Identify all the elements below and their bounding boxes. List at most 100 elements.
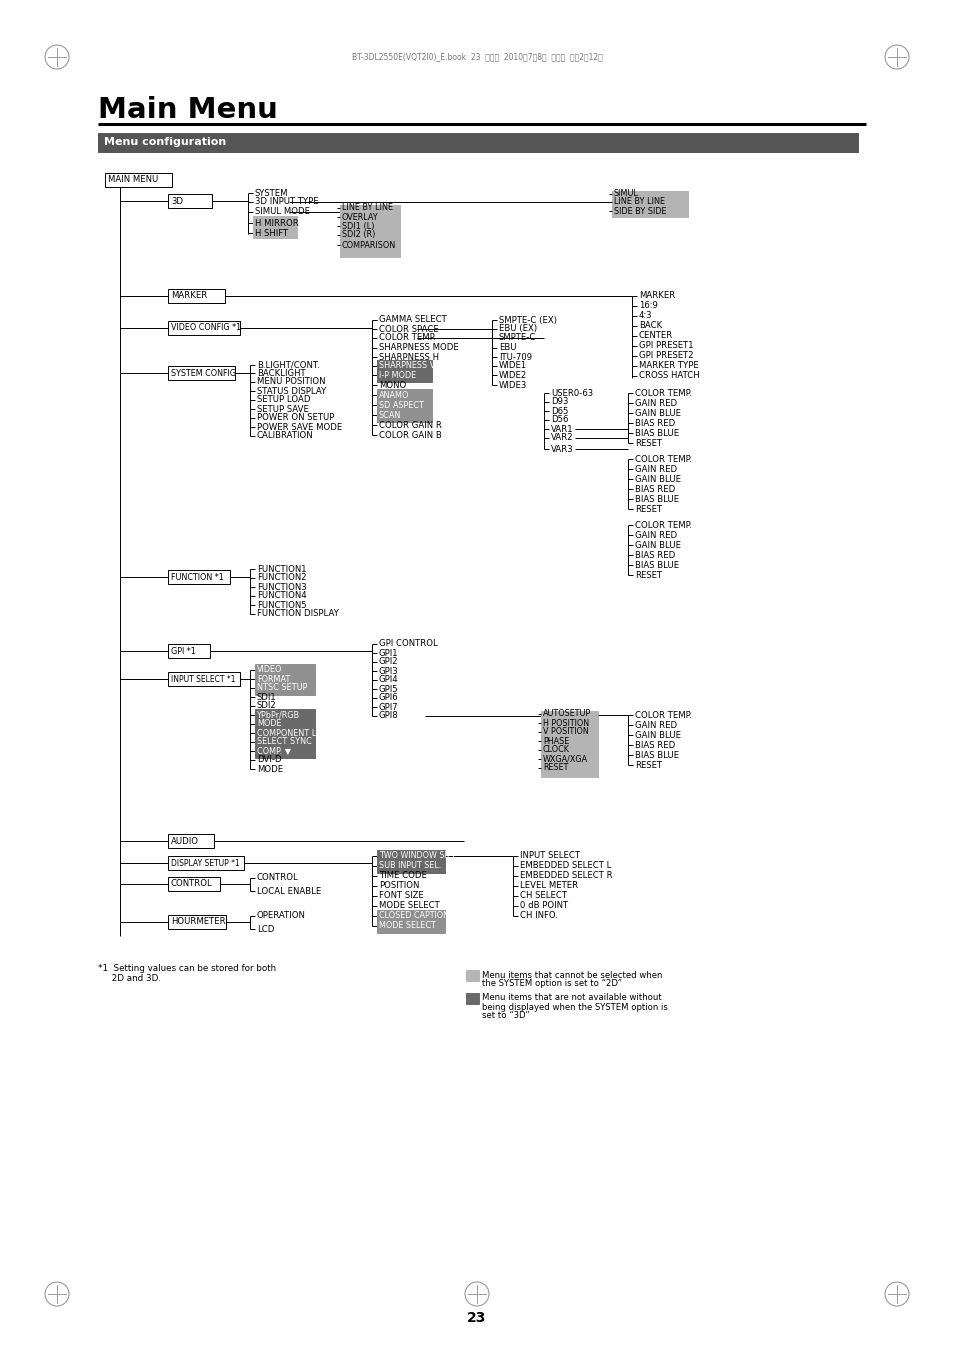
Text: WIDE3: WIDE3 xyxy=(498,381,527,389)
Text: COLOR TEMP.: COLOR TEMP. xyxy=(635,454,691,463)
Text: SIMUL: SIMUL xyxy=(614,189,639,199)
Text: WXGA/XGA: WXGA/XGA xyxy=(542,754,587,763)
Text: POSITION: POSITION xyxy=(378,881,419,890)
Text: SDI1 (L): SDI1 (L) xyxy=(341,222,375,231)
Text: SIMUL MODE: SIMUL MODE xyxy=(254,208,310,216)
Text: OPERATION: OPERATION xyxy=(256,912,306,920)
Text: GPI2: GPI2 xyxy=(378,658,398,666)
Text: SETUP SAVE: SETUP SAVE xyxy=(256,404,309,413)
Text: BIAS RED: BIAS RED xyxy=(635,485,675,493)
Text: 3D INPUT TYPE: 3D INPUT TYPE xyxy=(254,197,318,207)
Text: USER0-63: USER0-63 xyxy=(551,389,593,397)
Text: AUTOSETUP: AUTOSETUP xyxy=(542,709,591,719)
Text: GAIN BLUE: GAIN BLUE xyxy=(635,731,680,739)
Text: BIAS BLUE: BIAS BLUE xyxy=(635,428,679,438)
Text: GPI7: GPI7 xyxy=(378,703,398,712)
Bar xyxy=(253,216,296,238)
Text: 23: 23 xyxy=(467,1310,486,1325)
Text: the SYSTEM option is set to “2D”: the SYSTEM option is set to “2D” xyxy=(481,979,621,989)
Text: VIDEO CONFIG *1: VIDEO CONFIG *1 xyxy=(171,323,241,332)
Text: AUDIO: AUDIO xyxy=(171,836,199,846)
Text: FUNCTION1: FUNCTION1 xyxy=(256,565,306,574)
Text: GPI PRESET1: GPI PRESET1 xyxy=(639,342,693,350)
Text: EMBEDDED SELECT L: EMBEDDED SELECT L xyxy=(519,862,611,870)
Text: CH INFO.: CH INFO. xyxy=(519,912,558,920)
Text: VIDEO: VIDEO xyxy=(256,666,282,674)
Text: COLOR SPACE: COLOR SPACE xyxy=(378,324,438,334)
Text: COMP. ▼: COMP. ▼ xyxy=(256,747,291,755)
Text: BIAS BLUE: BIAS BLUE xyxy=(635,494,679,504)
Bar xyxy=(168,322,240,335)
Text: DISPLAY SETUP *1: DISPLAY SETUP *1 xyxy=(171,858,239,867)
Bar xyxy=(254,682,314,694)
Text: FUNCTION4: FUNCTION4 xyxy=(256,592,306,600)
Text: GPI CONTROL: GPI CONTROL xyxy=(378,639,437,648)
Text: MODE: MODE xyxy=(256,765,283,774)
Text: RESET: RESET xyxy=(635,439,661,447)
Bar xyxy=(168,834,213,848)
Text: GAIN RED: GAIN RED xyxy=(635,531,677,539)
Text: SUB INPUT SEL.: SUB INPUT SEL. xyxy=(378,862,441,870)
Text: MONO: MONO xyxy=(378,381,406,389)
Bar xyxy=(168,570,230,584)
Text: FUNCTION5: FUNCTION5 xyxy=(256,600,306,609)
Text: D93: D93 xyxy=(551,397,568,407)
Text: GAIN BLUE: GAIN BLUE xyxy=(635,540,680,550)
Text: GPI4: GPI4 xyxy=(378,676,398,685)
Text: WIDE1: WIDE1 xyxy=(498,362,527,370)
Text: FUNCTION DISPLAY: FUNCTION DISPLAY xyxy=(256,609,338,619)
Bar xyxy=(376,409,432,422)
Text: TWO WINDOW SIZE: TWO WINDOW SIZE xyxy=(378,851,456,861)
Text: MODE: MODE xyxy=(256,720,281,728)
Text: BIAS RED: BIAS RED xyxy=(635,740,675,750)
Text: GPI *1: GPI *1 xyxy=(171,647,195,655)
Text: MENU POSITION: MENU POSITION xyxy=(256,377,325,386)
Bar xyxy=(254,673,314,686)
Text: BT-3DL2550E(VQT2I0)_E.book  23  ページ  2010年7月8日  木曜日  午後2時12分: BT-3DL2550E(VQT2I0)_E.book 23 ページ 2010年7… xyxy=(352,53,601,62)
Bar xyxy=(254,736,314,748)
Bar xyxy=(168,644,210,658)
Bar xyxy=(465,993,478,1004)
Text: FUNCTION2: FUNCTION2 xyxy=(256,574,306,582)
Text: CLOCK: CLOCK xyxy=(542,746,569,754)
Text: GAIN BLUE: GAIN BLUE xyxy=(635,474,680,484)
Bar xyxy=(168,915,226,929)
Text: ITU-709: ITU-709 xyxy=(498,353,532,362)
Text: POWER SAVE MODE: POWER SAVE MODE xyxy=(256,423,342,431)
Text: 3D: 3D xyxy=(171,196,183,205)
Text: BIAS RED: BIAS RED xyxy=(635,550,675,559)
Text: BIAS BLUE: BIAS BLUE xyxy=(635,561,679,570)
Text: D65: D65 xyxy=(551,407,568,416)
Text: Menu items that cannot be selected when: Menu items that cannot be selected when xyxy=(481,970,661,979)
Text: SETUP LOAD: SETUP LOAD xyxy=(256,396,310,404)
Text: CALIBRATION: CALIBRATION xyxy=(256,431,314,440)
Text: H MIRROR: H MIRROR xyxy=(254,219,298,227)
Text: SDI2 (R): SDI2 (R) xyxy=(341,231,375,239)
Text: CENTER: CENTER xyxy=(639,331,673,340)
Text: INPUT SELECT *1: INPUT SELECT *1 xyxy=(171,674,235,684)
Text: I-P MODE: I-P MODE xyxy=(378,370,416,380)
Text: COLOR GAIN B: COLOR GAIN B xyxy=(378,431,441,439)
Text: VAR3: VAR3 xyxy=(551,444,573,454)
Text: HOURMETER: HOURMETER xyxy=(171,917,226,927)
Text: CONTROL: CONTROL xyxy=(171,880,213,889)
Text: GPI8: GPI8 xyxy=(378,712,398,720)
Text: COMPARISON: COMPARISON xyxy=(341,240,395,250)
Bar xyxy=(105,173,172,186)
Text: Main Menu: Main Menu xyxy=(98,96,277,124)
Text: COLOR TEMP.: COLOR TEMP. xyxy=(635,389,691,397)
Text: DVI-D: DVI-D xyxy=(256,755,281,765)
Text: SMPTE-C: SMPTE-C xyxy=(498,334,536,343)
Bar xyxy=(465,970,478,981)
Text: ANAMO: ANAMO xyxy=(378,390,409,400)
Text: RESET: RESET xyxy=(542,763,568,773)
Bar xyxy=(98,132,857,153)
Text: GPI PRESET2: GPI PRESET2 xyxy=(639,351,693,361)
Text: RESET: RESET xyxy=(635,504,661,513)
Bar xyxy=(376,861,444,873)
Text: COLOR TEMP.: COLOR TEMP. xyxy=(378,334,436,343)
Text: *1  Setting values can be stored for both
     2D and 3D.: *1 Setting values can be stored for both… xyxy=(98,965,275,984)
Text: H SHIFT: H SHIFT xyxy=(254,228,288,238)
Text: GPI3: GPI3 xyxy=(378,666,398,676)
Text: VAR2: VAR2 xyxy=(551,434,573,443)
